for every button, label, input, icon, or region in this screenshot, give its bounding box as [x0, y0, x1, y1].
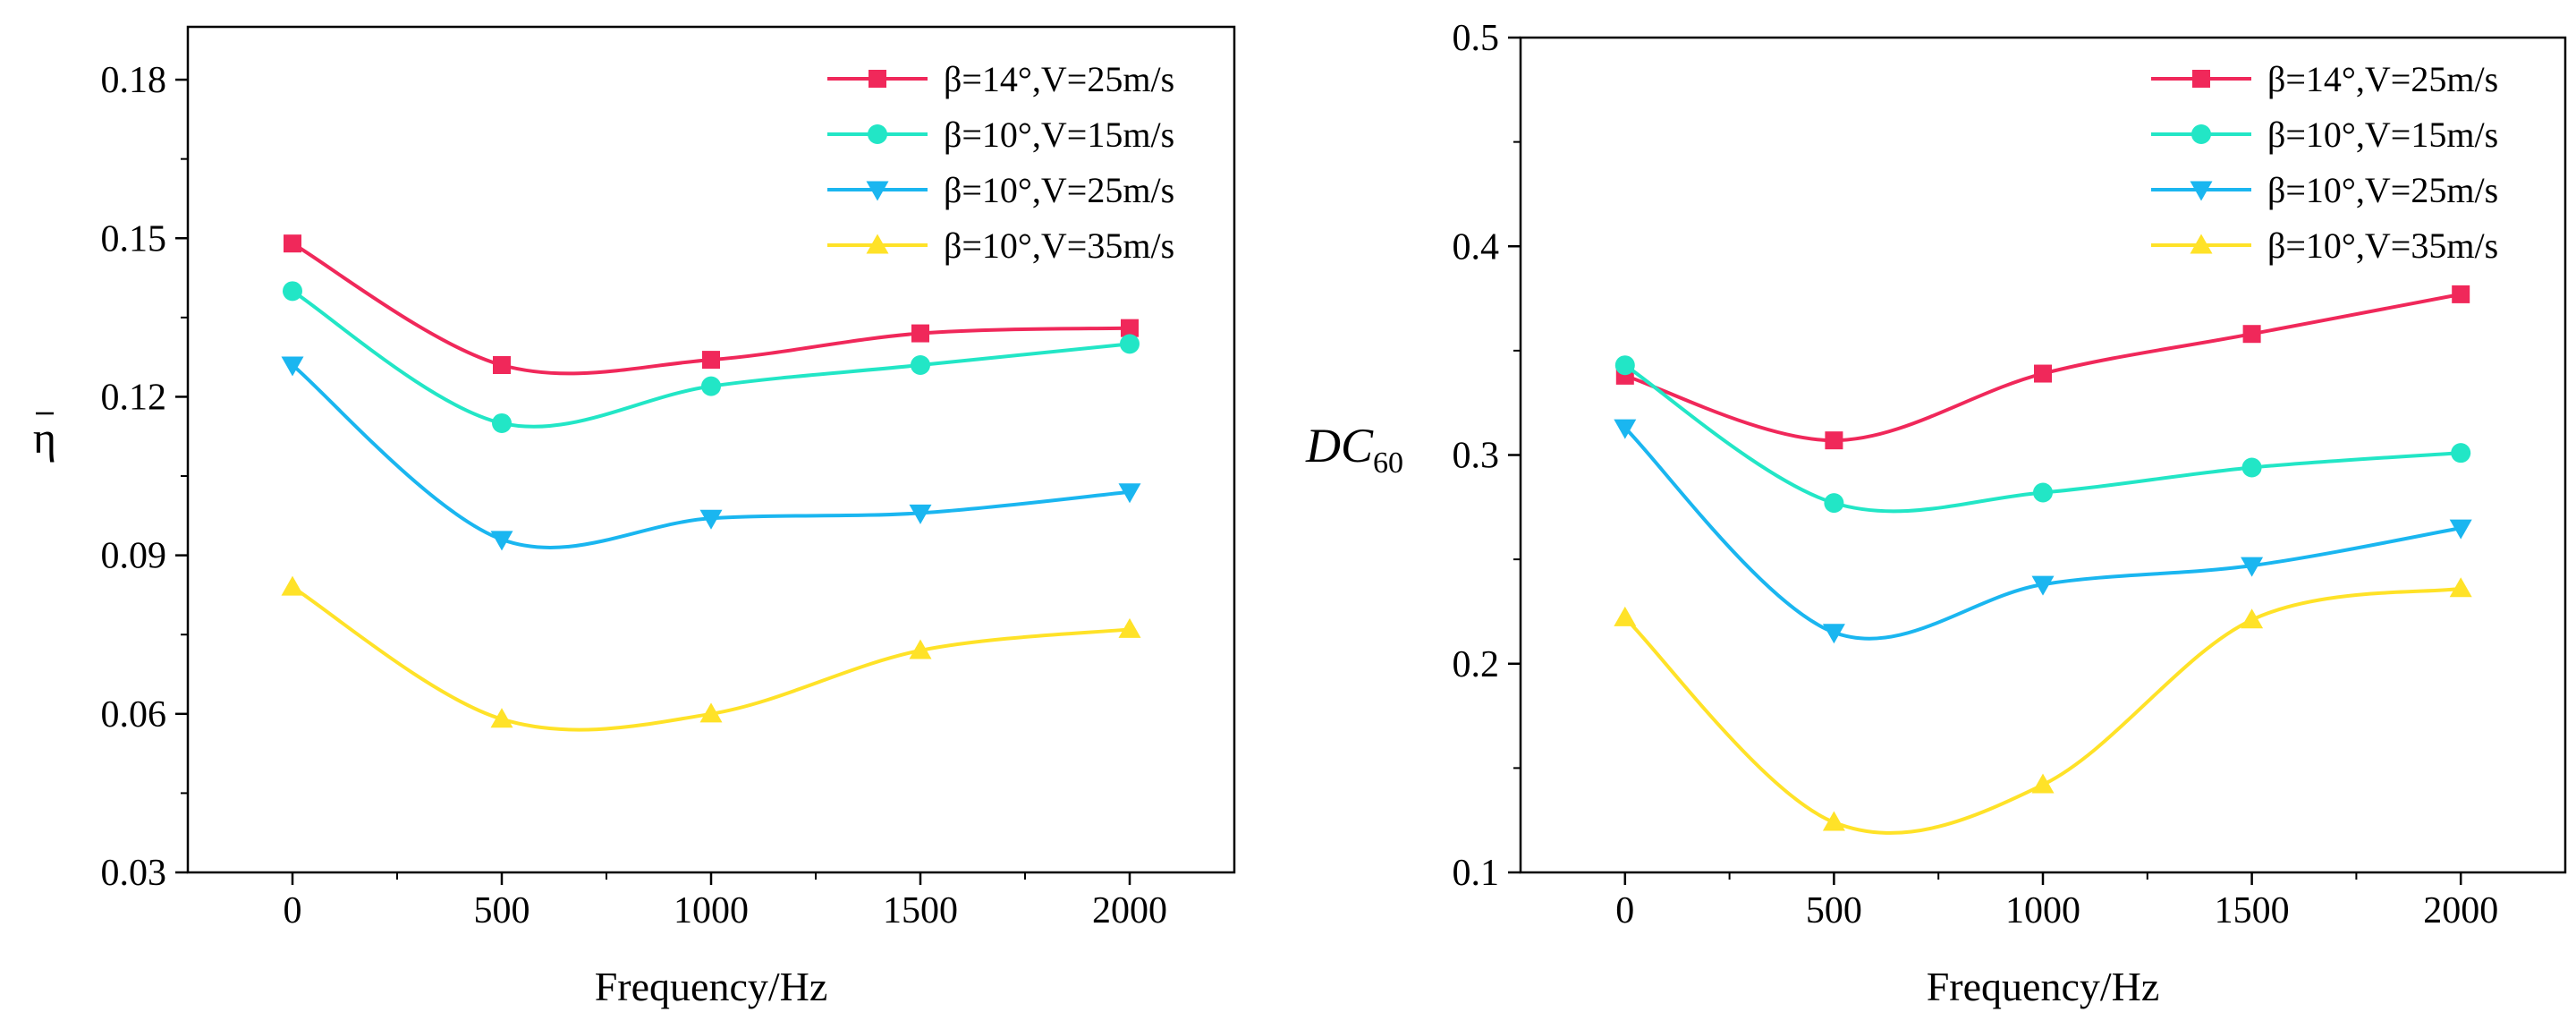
data-point-marker	[909, 504, 932, 524]
data-point-marker	[283, 281, 302, 302]
data-point-marker	[909, 639, 932, 659]
data-point-marker	[2241, 457, 2262, 478]
data-point-marker	[1614, 606, 1637, 626]
data-point-marker	[699, 509, 723, 530]
data-point-marker	[699, 702, 723, 723]
data-point-marker	[490, 531, 513, 551]
data-point-marker	[2033, 482, 2053, 503]
y-tick-label: 0.2	[1453, 644, 1500, 685]
data-point-marker	[284, 234, 301, 253]
legend-marker	[866, 181, 889, 201]
x-axis-title: Frequency/Hz	[595, 964, 828, 1009]
x-tick-label: 1500	[2215, 890, 2290, 931]
y-tick-label: 0.12	[101, 377, 167, 418]
legend-marker	[2192, 70, 2210, 88]
data-point-marker	[1822, 624, 1845, 644]
legend-marker	[866, 234, 889, 254]
y-tick-label: 0.06	[101, 694, 167, 736]
x-tick-label: 0	[284, 890, 302, 931]
data-point-marker	[1614, 355, 1635, 376]
data-point-marker	[2451, 443, 2471, 463]
data-point-marker	[2449, 519, 2472, 540]
data-point-marker	[1118, 617, 1141, 638]
y-tick-label: 0.1	[1453, 853, 1500, 894]
data-point-marker	[1825, 431, 1843, 450]
data-point-marker	[1118, 483, 1141, 504]
y-tick-label: 0.5	[1453, 18, 1500, 59]
legend-label: β=10°,V=25m/s	[944, 170, 1174, 210]
data-point-marker	[490, 708, 513, 728]
data-point-marker	[1120, 334, 1140, 354]
data-point-marker	[1822, 811, 1845, 831]
y-axis-title: DC60	[1305, 419, 1403, 480]
y-tick-label: 0.3	[1453, 436, 1500, 477]
x-axis-title: Frequency/Hz	[1927, 964, 2160, 1009]
y-tick-label: 0.18	[101, 60, 167, 101]
y-tick-label: 0.4	[1453, 226, 1500, 268]
data-point-marker	[492, 412, 512, 433]
data-point-marker	[493, 356, 511, 374]
legend-label: β=10°,V=15m/s	[2267, 115, 2498, 155]
data-point-marker	[2031, 773, 2055, 794]
chart-eta-vs-frequency: 0 500 1000 1500 2000 0.03 0.06 0.09 0.12 0.15 0.18…	[33, 25, 1236, 1009]
x-tick-label: 2000	[2423, 890, 2498, 931]
x-tick-label: 500	[1806, 890, 1862, 931]
legend-marker	[2190, 181, 2213, 201]
data-point-marker	[2449, 577, 2472, 598]
data-point-marker	[281, 575, 304, 596]
y-tick-label: 0.15	[101, 218, 167, 259]
data-point-marker	[1121, 319, 1139, 337]
data-point-marker	[2034, 364, 2052, 383]
data-point-marker	[911, 324, 929, 343]
series-line	[1623, 586, 2462, 835]
series-line	[1623, 426, 2462, 641]
data-point-marker	[701, 376, 721, 396]
data-point-marker	[2031, 575, 2055, 596]
x-tick-label: 1500	[883, 890, 958, 931]
legend-label: β=10°,V=25m/s	[2267, 170, 2498, 210]
chart-dc60-vs-frequency: 0 500 1000 1500 2000 0.1 0.2 0.3 0.4 0.5 Frequency…	[1305, 18, 2567, 1009]
y-axis-title-subscript: 60	[1373, 446, 1403, 480]
y-tick-label: 0.03	[101, 853, 167, 894]
legend-marker	[2190, 234, 2213, 254]
data-point-marker	[281, 356, 304, 377]
data-point-marker	[1824, 493, 1844, 514]
y-tick-label: 0.09	[101, 536, 167, 577]
x-tick-label: 1000	[674, 890, 749, 931]
x-tick-label: 0	[1615, 890, 1634, 931]
legend-label: β=14°,V=25m/s	[2267, 59, 2498, 99]
data-point-marker	[1614, 419, 1637, 439]
legend-marker	[869, 70, 886, 88]
data-point-marker	[2242, 325, 2261, 344]
legend-label: β=10°,V=35m/s	[944, 225, 1174, 266]
data-point-marker	[2452, 285, 2470, 303]
data-point-marker	[702, 351, 720, 370]
y-axis-title-main: DC	[1305, 419, 1374, 472]
x-tick-label: 2000	[1092, 890, 1167, 931]
legend-label: β=10°,V=15m/s	[944, 115, 1174, 155]
legend-marker	[868, 124, 887, 144]
legend-marker	[2191, 124, 2211, 144]
x-tick-label: 500	[474, 890, 530, 931]
data-point-marker	[2241, 608, 2264, 629]
data-point-marker	[911, 355, 930, 375]
y-axis-title: η	[33, 412, 56, 463]
legend-label: β=14°,V=25m/s	[944, 59, 1174, 99]
legend-label: β=10°,V=35m/s	[2267, 225, 2498, 266]
data-point-marker	[2241, 557, 2264, 577]
x-tick-label: 1000	[2005, 890, 2080, 931]
